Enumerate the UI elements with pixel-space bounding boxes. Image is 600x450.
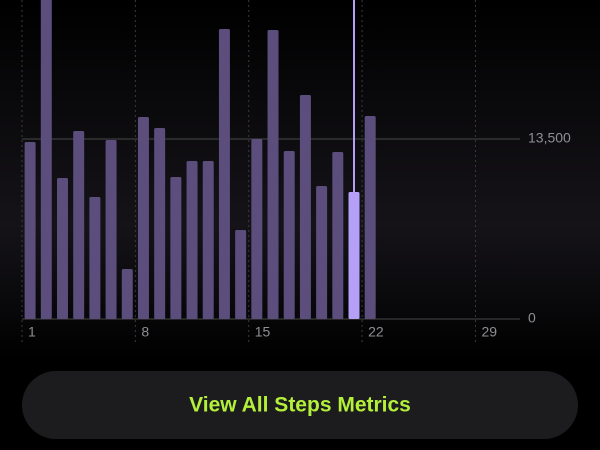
bar <box>40 0 52 319</box>
bar <box>170 177 182 319</box>
bar <box>121 269 133 319</box>
x-tick-label: 1 <box>28 324 36 340</box>
bar <box>316 186 328 319</box>
bar <box>56 178 68 319</box>
button-label[interactable]: View All Steps Metrics <box>189 394 411 417</box>
bar <box>364 116 376 319</box>
plot: 1 8 15 22 29 0 13,500 <box>21 0 571 342</box>
bar <box>202 161 214 319</box>
x-tick-label: 22 <box>368 324 384 340</box>
bar <box>267 30 279 319</box>
bar <box>105 140 117 319</box>
bar <box>154 128 166 319</box>
x-tick-label: 29 <box>481 324 497 340</box>
x-tick-label: 15 <box>255 324 271 340</box>
button[interactable] <box>22 371 578 439</box>
bar <box>186 161 198 319</box>
bar <box>89 197 101 319</box>
y-tick-label: 13,500 <box>528 130 571 146</box>
x-tick-label: 8 <box>141 324 149 340</box>
bar <box>218 29 230 319</box>
bar <box>283 151 295 319</box>
y-tick-label: 0 <box>528 310 536 326</box>
bar <box>251 139 263 319</box>
bar <box>73 131 85 319</box>
bar <box>137 117 149 319</box>
bar <box>348 192 360 319</box>
bar <box>332 152 344 319</box>
bar <box>299 95 311 319</box>
bar <box>24 142 36 319</box>
bar <box>235 230 247 319</box>
